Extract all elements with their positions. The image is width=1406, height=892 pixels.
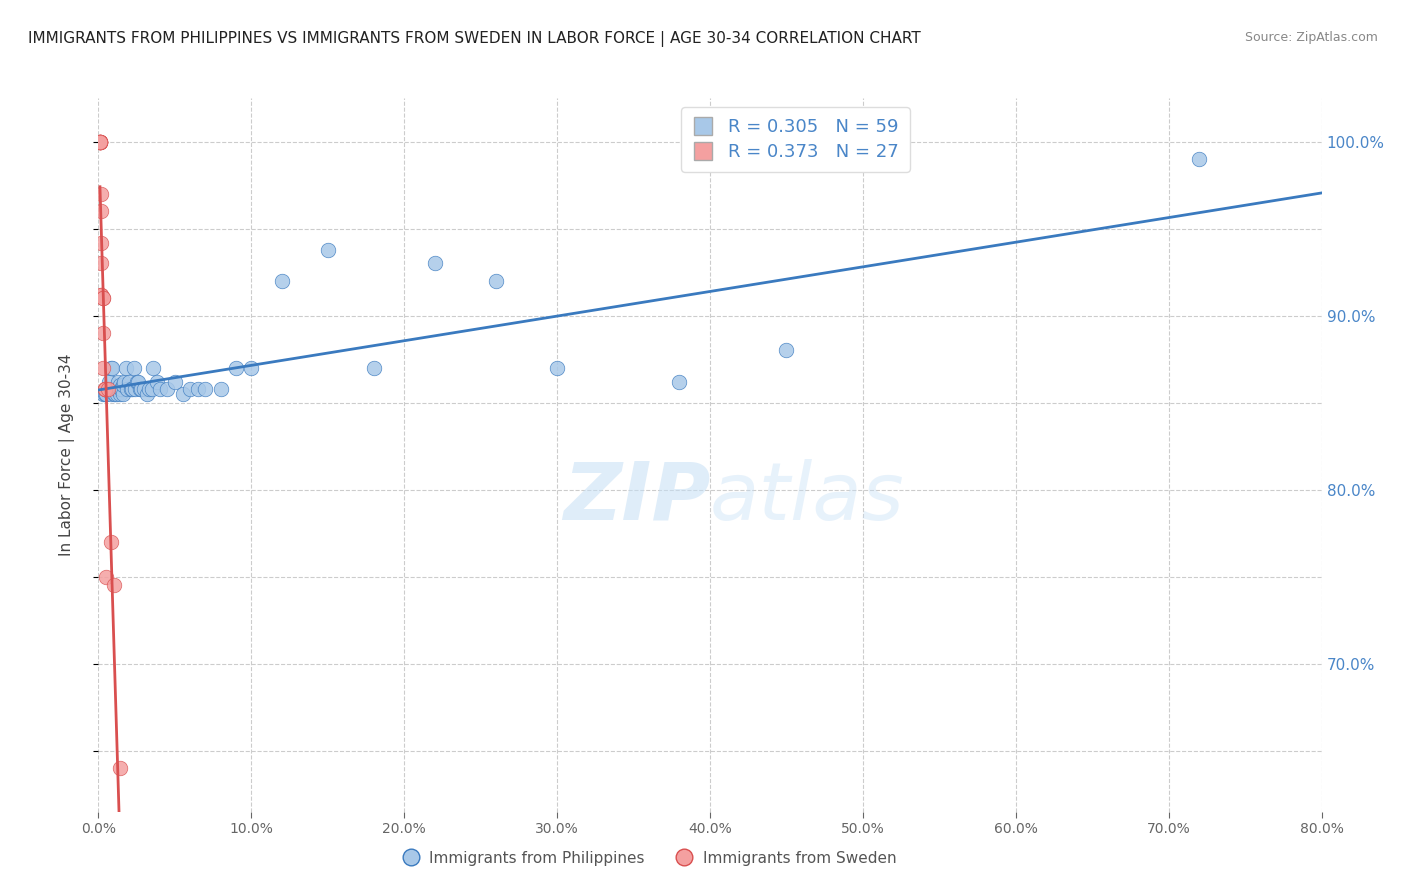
Point <box>93 382 115 396</box>
Point <box>108 761 131 775</box>
Point <box>90 287 112 301</box>
Text: atlas: atlas <box>710 458 905 537</box>
Point <box>316 243 339 257</box>
Text: ZIP: ZIP <box>562 458 710 537</box>
Point <box>121 382 143 396</box>
Point <box>97 382 120 396</box>
Point <box>101 360 124 375</box>
Point <box>103 578 125 592</box>
Point <box>668 375 690 389</box>
Point <box>149 382 172 396</box>
Point <box>89 135 111 149</box>
Point <box>89 135 111 149</box>
Point <box>90 186 112 201</box>
Point <box>187 382 209 396</box>
Point <box>179 382 201 396</box>
Point <box>89 135 111 149</box>
Point <box>100 387 122 401</box>
Point <box>89 135 111 149</box>
Point <box>89 135 111 149</box>
Point <box>111 378 134 392</box>
Point <box>107 382 129 396</box>
Point <box>163 375 186 389</box>
Text: IMMIGRANTS FROM PHILIPPINES VS IMMIGRANTS FROM SWEDEN IN LABOR FORCE | AGE 30-34: IMMIGRANTS FROM PHILIPPINES VS IMMIGRANT… <box>28 31 921 47</box>
Point <box>112 375 135 389</box>
Point <box>134 382 156 396</box>
Point <box>90 256 112 270</box>
Point <box>91 291 114 305</box>
Point <box>107 375 129 389</box>
Point <box>100 535 122 549</box>
Point <box>110 382 132 396</box>
Point <box>270 274 292 288</box>
Point <box>156 382 179 396</box>
Point <box>127 375 149 389</box>
Point <box>124 382 146 396</box>
Point <box>775 343 797 358</box>
Point <box>98 375 121 389</box>
Point <box>145 375 167 389</box>
Point <box>89 135 111 149</box>
Point <box>142 360 165 375</box>
Point <box>104 387 127 401</box>
Point <box>93 382 115 396</box>
Point <box>94 387 117 401</box>
Point <box>423 256 446 270</box>
Point <box>240 360 263 375</box>
Point <box>111 387 134 401</box>
Point <box>122 360 145 375</box>
Point <box>91 291 114 305</box>
Legend: Immigrants from Philippines, Immigrants from Sweden: Immigrants from Philippines, Immigrants … <box>395 845 903 871</box>
Point <box>91 326 114 340</box>
Point <box>89 135 111 149</box>
Point <box>108 387 131 401</box>
Point <box>209 382 232 396</box>
Point <box>91 360 114 375</box>
Point <box>93 387 115 401</box>
Point <box>100 360 122 375</box>
Point <box>125 375 148 389</box>
Point <box>90 204 112 219</box>
Point <box>118 375 141 389</box>
Point <box>93 382 115 396</box>
Point <box>136 387 159 401</box>
Point <box>546 360 568 375</box>
Point <box>129 382 152 396</box>
Point <box>105 387 128 401</box>
Point <box>128 382 150 396</box>
Point <box>138 382 160 396</box>
Point <box>103 387 125 401</box>
Point <box>97 382 120 396</box>
Y-axis label: In Labor Force | Age 30-34: In Labor Force | Age 30-34 <box>59 353 75 557</box>
Point <box>120 382 142 396</box>
Point <box>90 235 112 250</box>
Point <box>363 360 385 375</box>
Point <box>172 387 194 401</box>
Point <box>89 135 111 149</box>
Point <box>94 570 117 584</box>
Point <box>105 382 128 396</box>
Point <box>103 382 125 396</box>
Point <box>117 382 139 396</box>
Point <box>1188 152 1211 166</box>
Point <box>194 382 217 396</box>
Point <box>90 287 112 301</box>
Point <box>485 274 508 288</box>
Point <box>108 378 131 392</box>
Point <box>104 382 127 396</box>
Point <box>141 382 163 396</box>
Point <box>110 382 132 396</box>
Point <box>225 360 247 375</box>
Text: Source: ZipAtlas.com: Source: ZipAtlas.com <box>1244 31 1378 45</box>
Point <box>89 135 111 149</box>
Point <box>91 387 114 401</box>
Point <box>115 360 138 375</box>
